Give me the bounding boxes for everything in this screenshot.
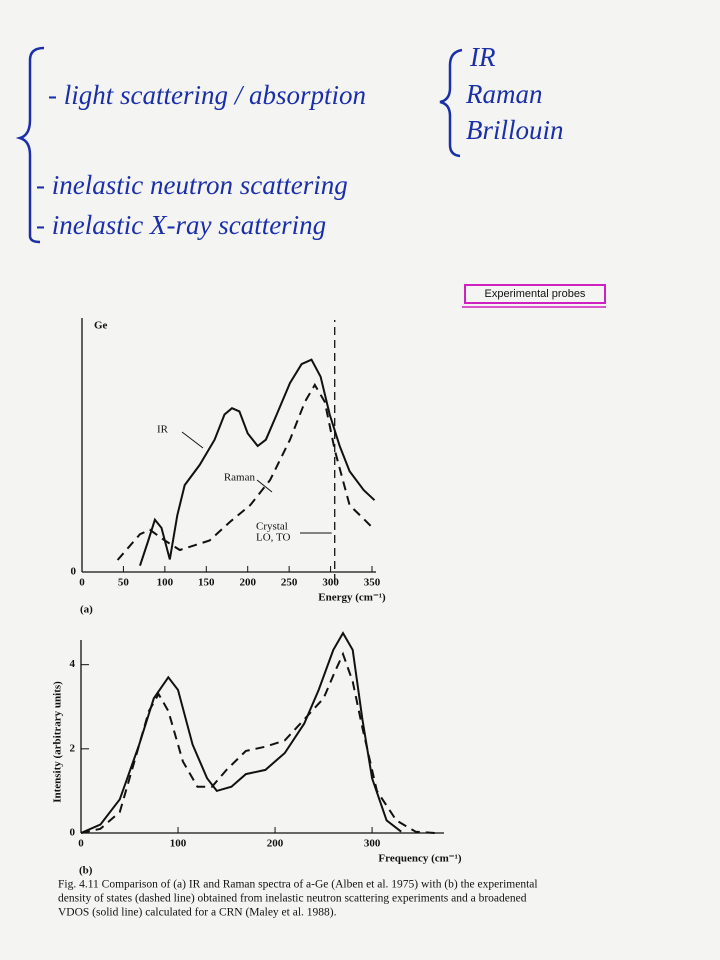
reference-label: LO, TO [256,532,290,544]
x-tick-label: 50 [118,577,130,589]
probe: IR [469,42,496,72]
tag-box [464,284,606,304]
series-line [80,651,436,834]
y-tick-label: 0 [71,566,77,578]
leader [256,479,273,493]
probe: Brillouin [466,115,564,145]
tag: Experimental probes [485,288,586,300]
brace [439,48,463,158]
series-line [116,382,376,561]
x-tick-label: 300 [322,577,339,589]
caption: VDOS (solid line) calculated for a CRN (… [58,907,337,919]
x-tick-label: 300 [364,838,381,850]
series-label: IR [157,424,169,436]
x-tick-label: 250 [281,577,298,589]
series-line [80,631,402,834]
y-tick-label: 0 [70,827,76,839]
x-tick-label: 100 [170,838,187,850]
x-tick-label: 150 [198,577,215,589]
y-tick-label: 2 [70,742,76,754]
note: - inelastic neutron scattering [36,170,348,200]
probe: Raman [465,79,543,109]
x-tick-label: 200 [267,838,284,850]
x-tick-label: 100 [157,577,174,589]
x-tick-label: 350 [364,577,381,589]
leader [181,431,204,449]
x-tick-label: 200 [239,577,256,589]
series-label: Raman [224,472,256,484]
x-axis-label: Energy (cm⁻¹) [318,592,386,604]
chart-label: Ge [94,320,108,332]
caption: density of states (dashed line) obtained… [58,893,527,905]
y-axis-label: Intensity (arbitrary units) [52,681,64,803]
x-axis-label: Frequency (cm⁻¹) [378,853,461,865]
caption: Fig. 4.11 Comparison of (a) IR and Raman… [58,879,538,891]
panel-label: (a) [80,604,93,616]
bracket [15,46,45,244]
x-tick-label: 0 [78,838,84,850]
note: - inelastic X-ray scattering [36,210,326,240]
reference-label: Crystal [256,521,288,533]
y-tick-label: 4 [70,658,76,670]
note: - light scattering / absorption [48,80,366,110]
x-tick-label: 0 [79,577,85,589]
series-line [139,358,376,567]
panel-label: (b) [79,865,93,877]
